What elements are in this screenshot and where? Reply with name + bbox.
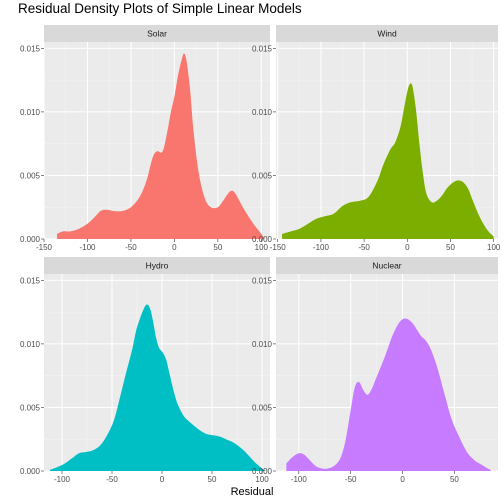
chart-title: Residual Density Plots of Simple Linear … [18, 1, 302, 16]
x-tick-label: 0 [400, 475, 405, 484]
x-tick-label: -50 [125, 243, 137, 252]
y-tick-label: 0.005 [20, 171, 41, 180]
x-tick-label: -50 [345, 475, 357, 484]
y-tick-label: 0.005 [252, 171, 273, 180]
y-tick-label: 0.015 [20, 276, 41, 285]
strip-wind [276, 25, 498, 42]
x-tick-label: 100 [255, 475, 269, 484]
x-tick-label: -100 [313, 243, 330, 252]
x-axis-label: Residual [230, 486, 274, 498]
density-area-nuclear [286, 318, 491, 471]
y-tick-label: 0.000 [252, 235, 273, 244]
panel-solar: Solar 0.000 0.005 0.010 0.015 -150 -100 -50 0 50 1… [20, 25, 270, 252]
strip-label-nuclear: Nuclear [372, 261, 401, 271]
y-tick-label: 0.000 [20, 235, 41, 244]
density-area-solar [57, 53, 265, 239]
strip-nuclear [276, 257, 498, 274]
x-tick-label: 0 [172, 243, 177, 252]
strip-hydro [44, 257, 270, 274]
panel-hydro: Hydro 0.000 0.005 0.010 0.015 -100 -50 0 50 100 [20, 257, 270, 484]
y-tick-label: 0.015 [252, 44, 273, 53]
y-tick-label: 0.005 [252, 403, 273, 412]
y-tick-label: 0.015 [252, 276, 273, 285]
strip-label-solar: Solar [147, 29, 167, 39]
x-tick-label: 50 [213, 243, 222, 252]
density-area-wind [282, 83, 494, 239]
y-tick-label: 0.015 [20, 44, 41, 53]
x-tick-label: -100 [79, 243, 96, 252]
x-tick-label: 0 [160, 475, 165, 484]
x-tick-label: 50 [208, 475, 217, 484]
y-tick-label: 0.010 [252, 340, 273, 349]
x-tick-label: 0 [405, 243, 410, 252]
x-tick-label: 100 [255, 243, 269, 252]
strip-label-hydro: Hydro [146, 261, 169, 271]
strip-label-wind: Wind [377, 29, 397, 39]
x-tick-label: -100 [54, 475, 71, 484]
x-tick-label: -50 [106, 475, 118, 484]
y-tick-label: 0.000 [20, 467, 41, 476]
x-tick-label: -50 [358, 243, 370, 252]
x-tick-label: 100 [487, 243, 501, 252]
x-tick-label: -150 [36, 243, 53, 252]
y-tick-label: 0.000 [252, 467, 273, 476]
x-tick-label: 50 [446, 243, 455, 252]
panel-wind: Wind 0.000 0.005 0.010 0.015 -150 -100 -50 0 50 10… [252, 25, 501, 252]
y-tick-label: 0.010 [20, 108, 41, 117]
x-tick-label: -100 [291, 475, 308, 484]
x-tick-label: 50 [450, 475, 459, 484]
y-tick-label: 0.005 [20, 403, 41, 412]
density-area-hydro [50, 304, 266, 471]
panel-nuclear: Nuclear 0.000 0.005 0.010 0.015 -100 -50 0 50 [252, 257, 498, 484]
y-tick-label: 0.010 [252, 108, 273, 117]
x-tick-label: -150 [270, 243, 287, 252]
y-tick-label: 0.010 [20, 340, 41, 349]
strip-solar [44, 25, 270, 42]
